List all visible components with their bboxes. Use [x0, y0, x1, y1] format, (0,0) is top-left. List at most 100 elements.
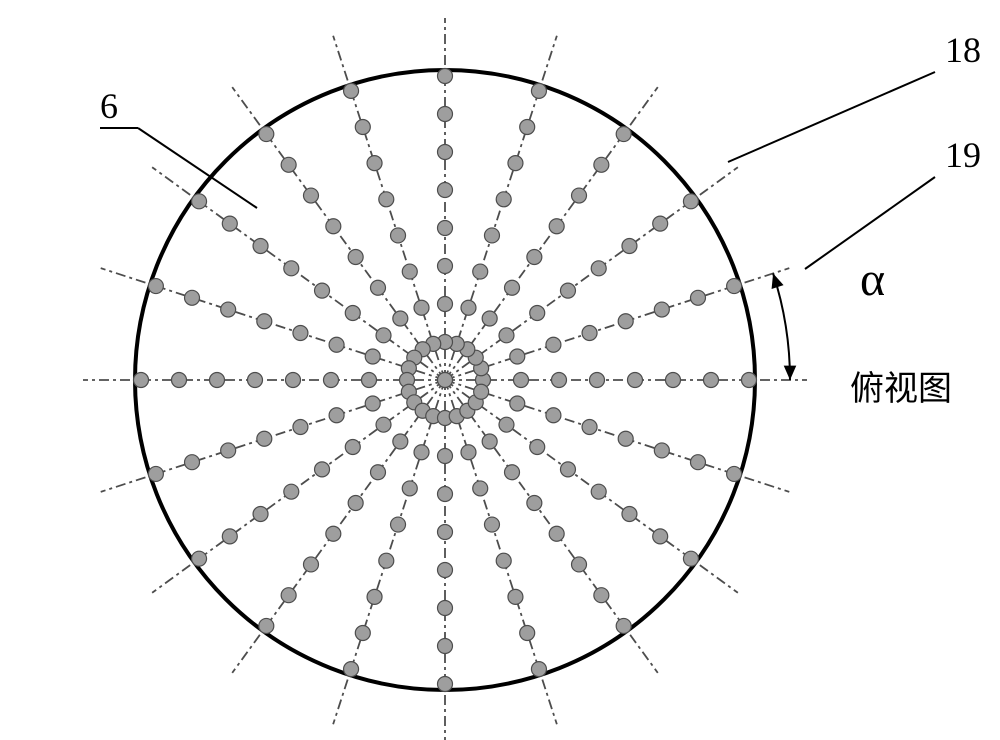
dot	[391, 517, 406, 532]
dot	[438, 449, 453, 464]
dot	[546, 408, 561, 423]
dot	[505, 465, 520, 480]
dot	[326, 219, 341, 234]
dot	[438, 297, 453, 312]
dot	[345, 305, 360, 320]
dot	[549, 526, 564, 541]
dot	[473, 264, 488, 279]
dot	[530, 440, 545, 455]
dot	[355, 625, 370, 640]
dot	[222, 216, 237, 231]
dot	[482, 311, 497, 326]
dot	[653, 216, 668, 231]
angle-arrowhead	[772, 273, 784, 289]
dot	[192, 551, 207, 566]
dot	[510, 349, 525, 364]
dot	[329, 408, 344, 423]
dot	[628, 373, 643, 388]
dot	[148, 466, 163, 481]
dot	[259, 127, 274, 142]
dot	[510, 396, 525, 411]
dot	[393, 434, 408, 449]
dot	[438, 487, 453, 502]
dot	[414, 445, 429, 460]
dot	[393, 311, 408, 326]
dot	[622, 507, 637, 522]
dot	[348, 495, 363, 510]
dot	[284, 484, 299, 499]
label-19: 19	[945, 135, 981, 175]
dot	[618, 314, 633, 329]
dot	[618, 431, 633, 446]
dot	[594, 157, 609, 172]
dot	[221, 302, 236, 317]
dot	[257, 314, 272, 329]
angle-arc	[773, 273, 790, 380]
leader-l18	[728, 72, 935, 162]
dot	[414, 300, 429, 315]
dot	[376, 328, 391, 343]
dot	[438, 563, 453, 578]
dot	[303, 557, 318, 572]
dot	[572, 188, 587, 203]
dot	[379, 192, 394, 207]
dot	[742, 373, 757, 388]
dot	[546, 337, 561, 352]
dot	[365, 396, 380, 411]
dot	[376, 417, 391, 432]
dot	[284, 261, 299, 276]
dot	[530, 305, 545, 320]
dot	[616, 127, 631, 142]
dot	[303, 188, 318, 203]
dot	[391, 228, 406, 243]
dot	[257, 431, 272, 446]
dot	[560, 283, 575, 298]
dot	[520, 625, 535, 640]
angle-arrowhead	[784, 366, 797, 380]
dot	[365, 349, 380, 364]
dot	[572, 557, 587, 572]
dot	[367, 156, 382, 171]
dot	[653, 529, 668, 544]
dot	[461, 300, 476, 315]
dot	[622, 238, 637, 253]
dot	[281, 588, 296, 603]
dot	[402, 264, 417, 279]
dot	[461, 445, 476, 460]
dot	[531, 83, 546, 98]
dot	[293, 419, 308, 434]
dot	[326, 526, 341, 541]
dot	[370, 465, 385, 480]
dot	[484, 517, 499, 532]
dot	[438, 601, 453, 616]
dot	[514, 373, 529, 388]
dot	[552, 373, 567, 388]
dot	[438, 145, 453, 160]
dot	[482, 434, 497, 449]
dot	[315, 283, 330, 298]
dot	[591, 484, 606, 499]
dot	[344, 662, 359, 677]
dot	[704, 373, 719, 388]
dot	[496, 192, 511, 207]
diagram-svg: 18196α俯视图	[0, 0, 1000, 740]
dot	[582, 419, 597, 434]
dot	[185, 455, 200, 470]
dot	[690, 290, 705, 305]
dot	[727, 466, 742, 481]
dot	[259, 618, 274, 633]
dot	[438, 259, 453, 274]
dot	[582, 326, 597, 341]
dot	[253, 238, 268, 253]
dot	[508, 156, 523, 171]
dot	[591, 261, 606, 276]
dot	[148, 279, 163, 294]
dot	[438, 183, 453, 198]
dot	[438, 69, 453, 84]
label-alpha: α	[860, 253, 885, 306]
dot	[221, 443, 236, 458]
dot	[253, 507, 268, 522]
dot	[379, 553, 394, 568]
dot	[474, 384, 489, 399]
label-18: 18	[945, 30, 981, 70]
